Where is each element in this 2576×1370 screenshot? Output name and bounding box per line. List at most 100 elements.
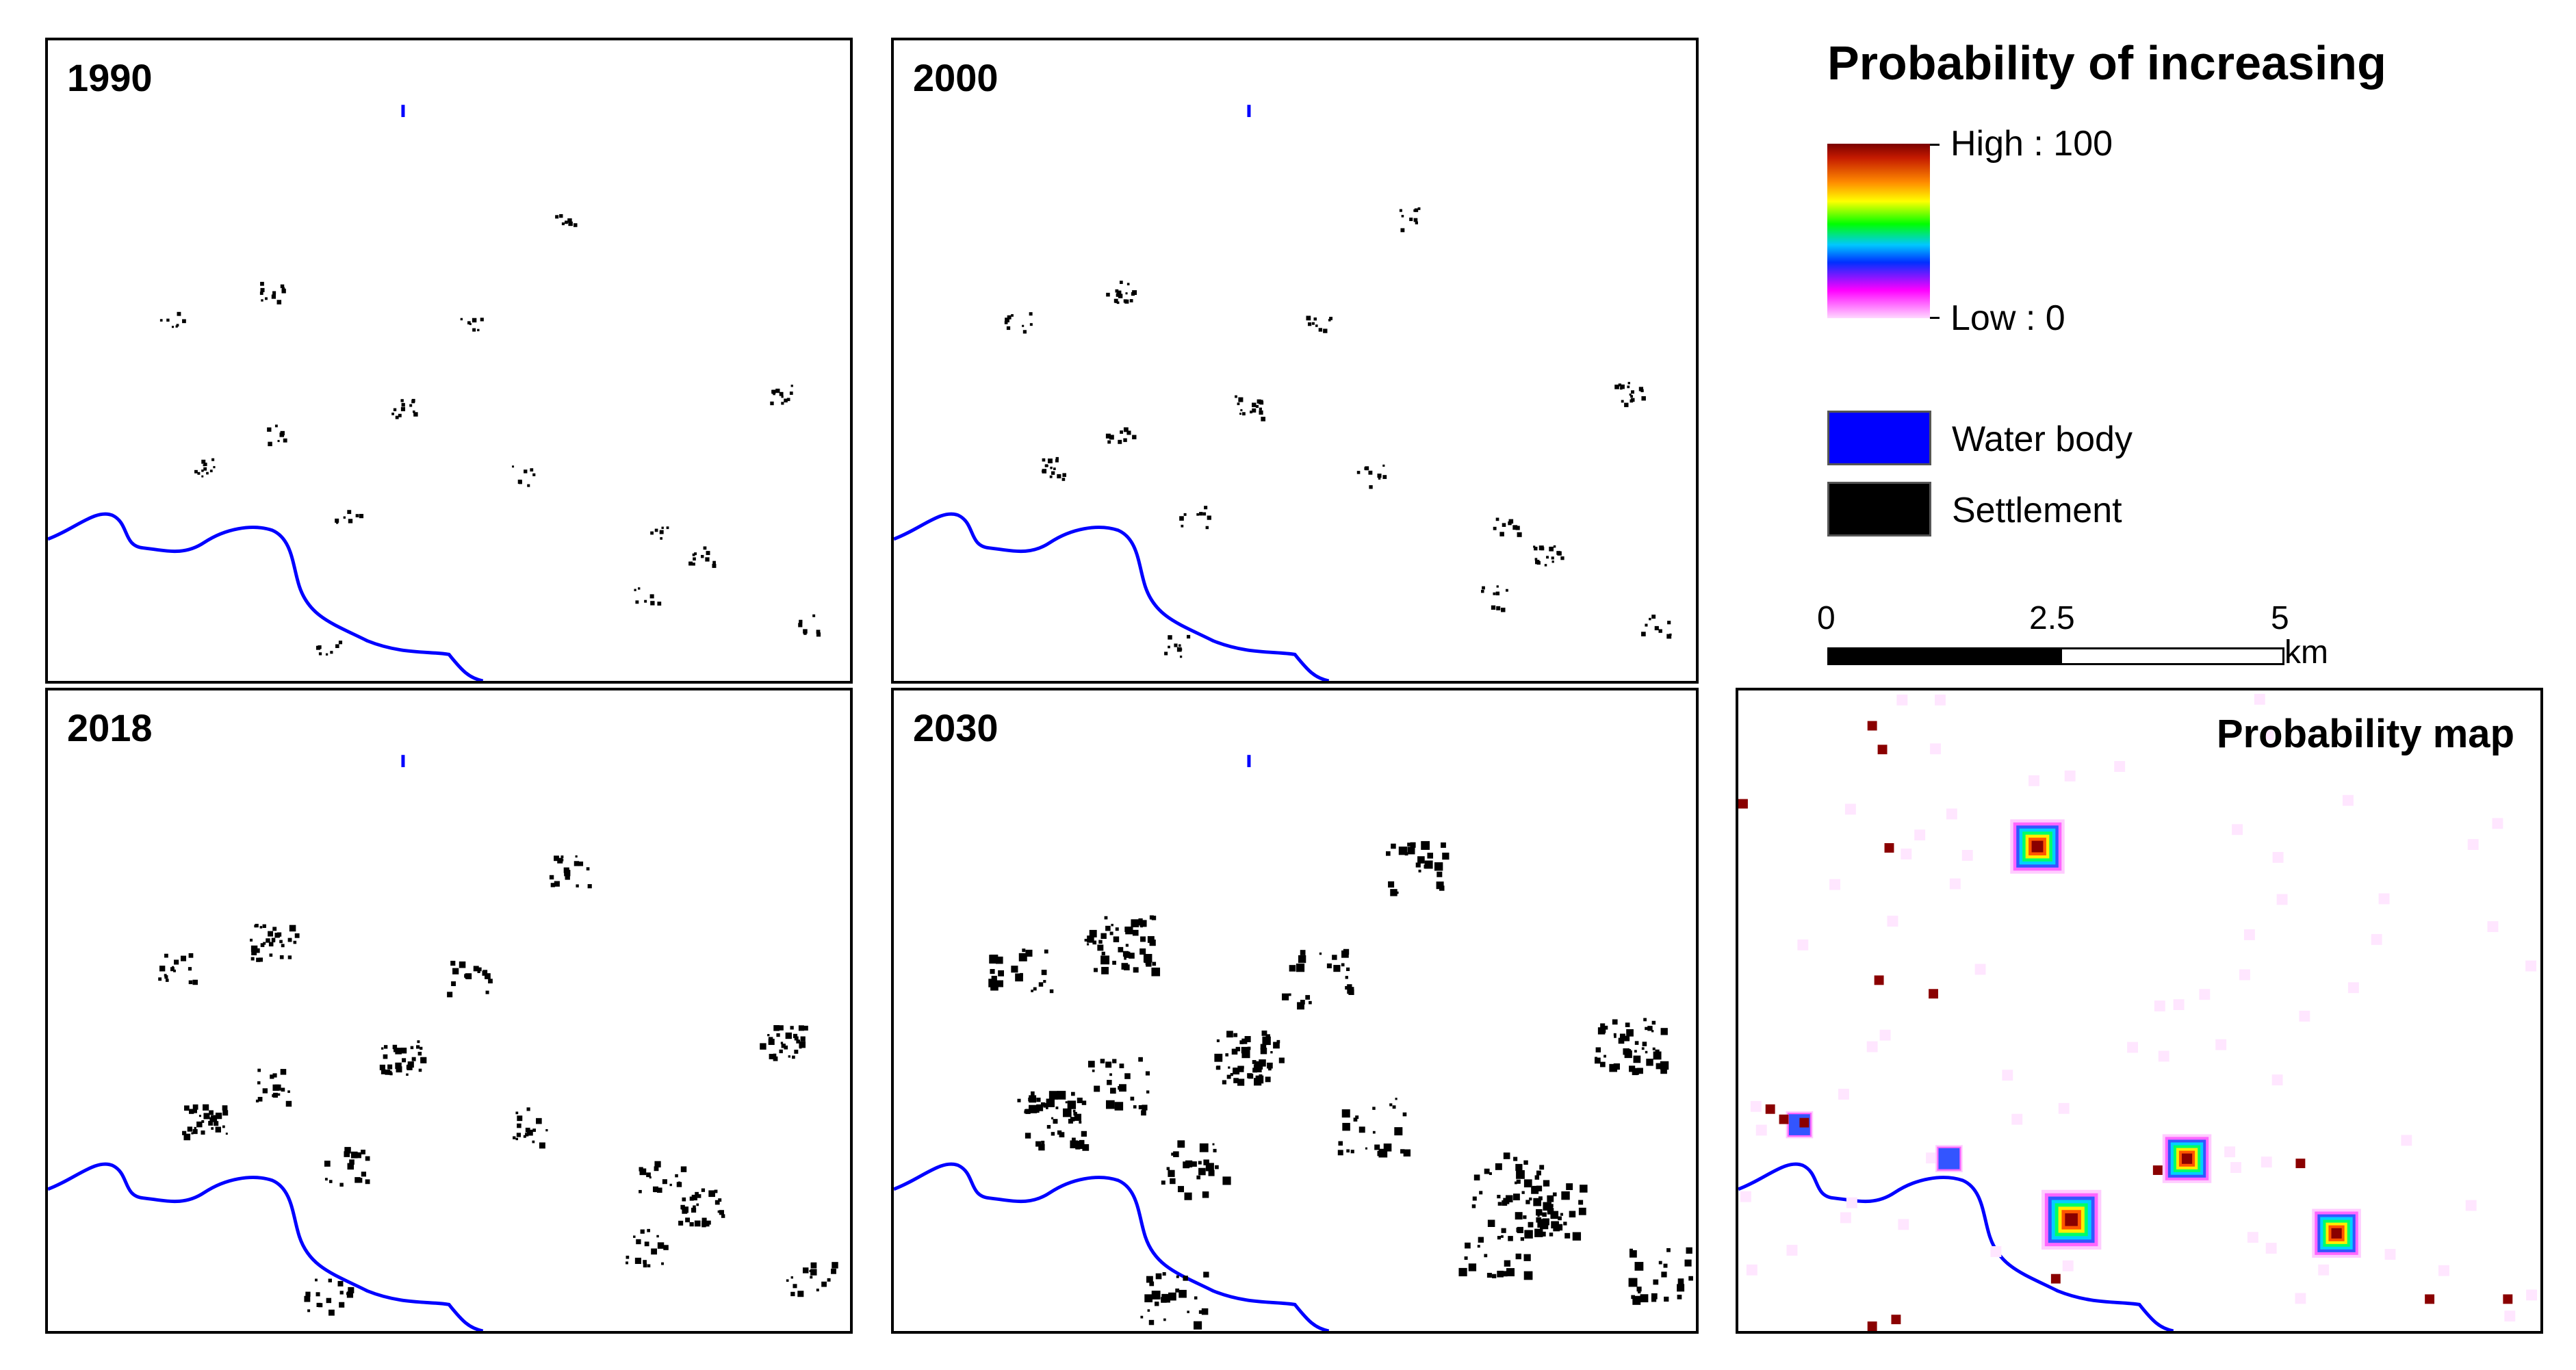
settlement-pixel [1549,1232,1554,1237]
settlement-pixel [639,1168,647,1176]
settlement-pixel [654,528,658,532]
settlement-pixel [413,412,418,417]
settlement-pixel [447,992,453,998]
settlement-pixel [659,530,664,534]
settlement-pixel [281,287,285,290]
settlement-pixel [1296,964,1305,972]
low-probability-cell [2438,1265,2449,1276]
settlement-pixel [536,1117,542,1124]
settlement-pixel [188,967,192,971]
settlement-pixel [1628,1278,1638,1287]
settlement-pixel [1107,440,1111,444]
settlement-pixel [1625,1022,1630,1027]
settlement-pixel [1225,1053,1228,1057]
high-probability-cell [1884,843,1894,853]
settlement-pixel [1472,1196,1477,1201]
settlement-pixel [1528,1222,1534,1228]
settlement-pixel [472,318,477,323]
settlement-pixel [389,1072,393,1076]
settlement-pixel [990,982,999,991]
settlement-pixel [779,391,784,396]
settlement-pixel [1401,215,1404,218]
settlement-pixel [467,321,471,325]
settlement-pixel [249,938,253,942]
settlement-pixel [280,430,285,436]
settlement-pixel [1215,1165,1219,1169]
settlement-pixel [1554,1224,1560,1231]
settlement-pixel [1043,980,1046,983]
settlement-pixel [1481,589,1484,593]
settlement-pixel [1074,1113,1082,1121]
low-probability-cell [2158,1050,2169,1062]
settlement-pixel [1115,300,1118,303]
settlement-pixel [379,1064,385,1070]
settlement-pixel [1640,1294,1649,1303]
settlement-pixel [175,961,178,964]
settlement-pixel [1046,1098,1055,1107]
settlement-pixel [182,319,186,324]
low-probability-cell [2371,933,2382,945]
low-probability-cell [2487,921,2499,932]
high-probability-cell [1765,1104,1775,1114]
settlement-pixel [1239,413,1242,415]
settlement-pixel [554,881,560,887]
settlement-pixel [561,222,565,226]
settlement-pixel [325,653,329,656]
settlement-pixel [1563,1222,1567,1226]
settlement-pixel [391,412,394,415]
low-probability-cell [1926,1152,1937,1164]
settlement-pixel [1278,1057,1285,1063]
settlement-pixel [1614,385,1619,389]
settlement-label: Settlement [1952,491,2122,530]
settlement-pixel [771,390,775,393]
low-probability-cell [2318,1264,2330,1276]
settlement-pixel [477,328,480,332]
settlement-pixel [1112,961,1116,965]
settlement-pixel [790,1291,795,1297]
settlement-pixel [525,1127,530,1133]
settlement-pixel [717,1210,721,1213]
settlement-pixel [355,514,359,517]
settlement-pixel [1541,1231,1546,1237]
settlement-pixel [1497,1270,1504,1278]
low-probability-cell [2243,929,2255,940]
settlement-pixel [1395,1128,1400,1133]
settlement-pixel [1599,1061,1606,1068]
settlement-pixel [532,1140,535,1143]
map-2018-canvas [48,755,838,1331]
settlement-pixel [272,1073,277,1078]
settlement-pixel [1168,635,1172,640]
settlement-pixel [1100,1059,1105,1063]
settlement-pixel [1132,929,1139,936]
settlement-pixel [1260,1044,1267,1050]
settlement-pixel [694,1220,701,1227]
settlement-pixel [1233,1033,1238,1037]
settlement-pixel [1534,558,1538,561]
settlement-pixel [262,924,266,929]
settlement-pixel [338,641,343,645]
settlement-pixel [188,1109,194,1114]
settlement-pixel [1126,283,1130,285]
settlement-pixel [225,1133,228,1135]
settlement-pixel [790,1276,793,1279]
settlement-pixel [1252,408,1257,413]
settlement-pixel [1515,1163,1523,1172]
settlement-pixel [1663,1263,1668,1268]
settlement-pixel [328,1278,332,1282]
settlement-pixel [532,473,536,476]
settlement-pixel [1487,1219,1495,1227]
settlement-pixel [701,1220,707,1226]
settlement-pixel [464,974,468,978]
settlement-pixel [1057,1130,1062,1135]
settlement-pixel [1624,402,1629,407]
settlement-pixel [324,1161,331,1167]
settlement-pixel [277,1093,281,1096]
settlement-pixel [1166,1167,1170,1170]
settlement-pixel [1124,927,1131,932]
settlement-pixel [1187,1310,1189,1313]
settlement-pixel [396,1066,402,1073]
settlement-pixel [638,587,641,590]
settlement-pixel [409,404,413,407]
settlement-pixel [1261,1030,1267,1036]
settlement-pixel [1154,1302,1159,1306]
